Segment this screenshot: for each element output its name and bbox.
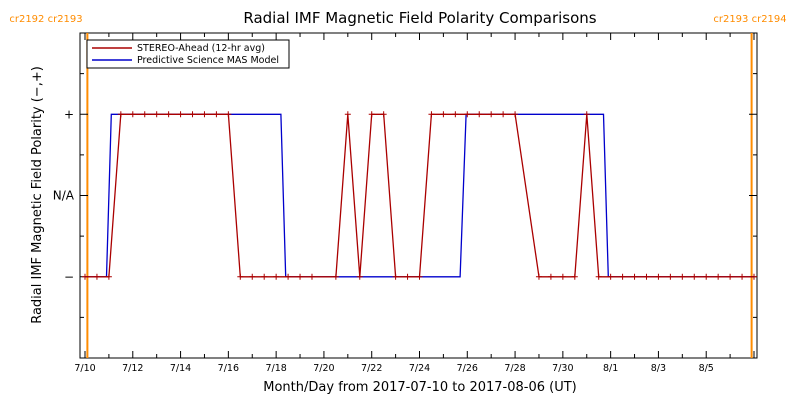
y-tick-label: − (64, 270, 74, 284)
carrington-rotation-lines (86, 33, 753, 358)
data-point-marker (535, 273, 542, 280)
x-tick-label: 7/30 (552, 363, 573, 374)
x-tick-label: 7/22 (361, 363, 382, 374)
data-point-marker (655, 273, 662, 280)
y-axis-ticks: − N/A + (53, 73, 757, 318)
x-tick-label: 7/26 (457, 363, 478, 374)
data-point-marker (93, 273, 100, 280)
data-point-marker (141, 111, 148, 118)
data-point-marker (332, 273, 339, 280)
data-point-marker (225, 111, 232, 118)
data-point-marker (297, 273, 304, 280)
data-point-marker (285, 273, 292, 280)
legend-label-mas: Predictive Science MAS Model (137, 55, 279, 66)
data-point-marker (583, 111, 590, 118)
x-axis-label: Month/Day from 2017-07-10 to 2017-08-06 … (263, 380, 576, 395)
data-point-marker (679, 273, 686, 280)
series-group (82, 111, 757, 280)
data-point-marker (213, 111, 220, 118)
data-point-marker (117, 111, 124, 118)
data-point-marker (476, 111, 483, 118)
data-point-marker (715, 273, 722, 280)
data-point-marker (440, 111, 447, 118)
data-point-marker (165, 111, 172, 118)
data-point-marker (571, 273, 578, 280)
data-point-marker (129, 111, 136, 118)
x-tick-label: 7/28 (504, 363, 525, 374)
data-point-marker (512, 111, 519, 118)
y-tick-label: + (64, 107, 74, 121)
legend-label-stereo: STEREO-Ahead (12-hr avg) (137, 43, 265, 54)
data-point-marker (452, 111, 459, 118)
legend: STEREO-Ahead (12-hr avg) Predictive Scie… (86, 39, 290, 69)
x-axis-ticks: 7/10 7/12 7/14 7/16 7/18 7/20 7/22 7/24 7/26 7/28… (74, 33, 755, 374)
data-point-marker (201, 111, 208, 118)
carrington-label-top-left: cr2192 cr2193 (9, 14, 82, 25)
data-point-marker (428, 111, 435, 118)
data-point-marker (619, 273, 626, 280)
data-point-marker (739, 273, 746, 280)
data-point-marker (105, 273, 112, 280)
data-point-marker (237, 273, 244, 280)
x-tick-label: 8/1 (603, 363, 618, 374)
data-point-marker (559, 273, 566, 280)
x-tick-label: 7/24 (409, 363, 430, 374)
x-tick-label: 7/20 (313, 363, 334, 374)
data-point-marker (751, 273, 757, 280)
data-point-marker (500, 111, 507, 118)
carrington-label-top-right: cr2193 cr2194 (713, 14, 786, 25)
x-tick-label: 7/14 (170, 363, 191, 374)
data-point-marker (249, 273, 256, 280)
y-axis-label: Radial IMF Magnetic Field Polarity (−,+) (30, 66, 45, 324)
y-tick-label: N/A (53, 189, 75, 203)
data-point-marker (261, 273, 268, 280)
data-point-marker (416, 273, 423, 280)
data-point-marker (392, 273, 399, 280)
series-line-stereo (85, 113, 754, 278)
data-point-marker (607, 273, 614, 280)
data-point-marker (380, 111, 387, 118)
data-point-marker (189, 111, 196, 118)
x-tick-label: 8/5 (699, 363, 714, 374)
data-point-marker (404, 273, 411, 280)
data-point-marker (488, 111, 495, 118)
x-tick-label: 7/12 (122, 363, 143, 374)
chart-title: Radial IMF Magnetic Field Polarity Compa… (243, 9, 596, 27)
x-tick-label: 7/10 (74, 363, 95, 374)
legend-box (86, 39, 290, 69)
data-point-marker (153, 111, 160, 118)
data-point-marker (356, 273, 363, 280)
data-point-marker (691, 273, 698, 280)
data-point-marker (643, 273, 650, 280)
data-point-marker (464, 111, 471, 118)
plot-frame (79, 32, 758, 359)
data-point-marker (82, 273, 88, 280)
data-point-marker (595, 273, 602, 280)
data-point-marker (344, 111, 351, 118)
x-tick-label: 8/3 (651, 363, 666, 374)
x-tick-label: 7/18 (265, 363, 286, 374)
x-tick-label: 7/16 (218, 363, 239, 374)
series-line-mas (85, 113, 754, 278)
data-point-marker (703, 273, 710, 280)
data-point-marker (667, 273, 674, 280)
data-point-marker (727, 273, 734, 280)
data-point-marker (368, 111, 375, 118)
data-point-marker (308, 273, 315, 280)
data-point-marker (547, 273, 554, 280)
data-point-marker (177, 111, 184, 118)
data-point-marker (273, 273, 280, 280)
data-point-marker (631, 273, 638, 280)
